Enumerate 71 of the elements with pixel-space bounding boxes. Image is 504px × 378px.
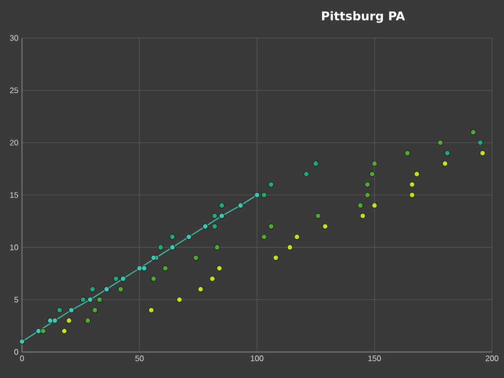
point <box>141 265 148 272</box>
point <box>136 265 142 272</box>
point <box>209 276 216 282</box>
point <box>218 202 225 208</box>
point <box>113 276 119 282</box>
point <box>216 265 222 272</box>
point <box>36 328 42 334</box>
point <box>444 150 450 156</box>
point <box>268 224 274 230</box>
point <box>369 171 376 177</box>
point <box>84 318 91 324</box>
point <box>268 182 274 188</box>
point <box>218 213 225 219</box>
point <box>364 192 370 198</box>
point <box>148 307 154 314</box>
point <box>162 265 168 272</box>
point <box>414 171 420 177</box>
point <box>470 129 476 136</box>
point <box>315 213 321 219</box>
point <box>372 160 378 166</box>
point <box>66 318 72 324</box>
point <box>150 254 156 261</box>
point <box>442 160 448 166</box>
point <box>437 140 444 146</box>
point <box>80 296 86 303</box>
point <box>52 318 58 324</box>
point <box>480 150 486 156</box>
point <box>198 286 204 292</box>
point <box>358 202 364 208</box>
point <box>120 276 126 282</box>
point <box>360 213 366 219</box>
chart-title: Pittsburg PA <box>322 11 405 23</box>
point <box>409 192 415 198</box>
point <box>261 192 267 198</box>
point <box>158 244 164 250</box>
point <box>61 328 68 334</box>
point <box>294 234 300 240</box>
point <box>238 202 244 208</box>
point <box>272 254 279 261</box>
point <box>56 307 62 314</box>
point <box>287 244 293 250</box>
point <box>212 213 218 219</box>
point <box>87 296 94 303</box>
point <box>372 202 378 208</box>
point <box>193 254 199 261</box>
point <box>404 150 410 156</box>
point <box>202 224 208 230</box>
point <box>150 276 156 282</box>
point <box>92 307 98 314</box>
point <box>212 224 218 230</box>
point <box>170 244 176 250</box>
point <box>186 234 192 240</box>
point <box>303 171 310 177</box>
point <box>364 182 370 188</box>
point <box>312 160 319 166</box>
point <box>90 286 96 292</box>
point <box>409 182 415 188</box>
point <box>322 224 328 230</box>
point <box>176 296 182 303</box>
point <box>261 234 267 240</box>
point <box>96 296 102 303</box>
point <box>254 192 260 198</box>
point <box>104 286 110 292</box>
point <box>40 328 46 334</box>
point <box>477 140 484 146</box>
point <box>68 307 74 314</box>
point <box>118 286 124 292</box>
point <box>47 318 54 324</box>
point <box>214 244 220 250</box>
point <box>19 338 25 344</box>
point <box>170 234 176 240</box>
